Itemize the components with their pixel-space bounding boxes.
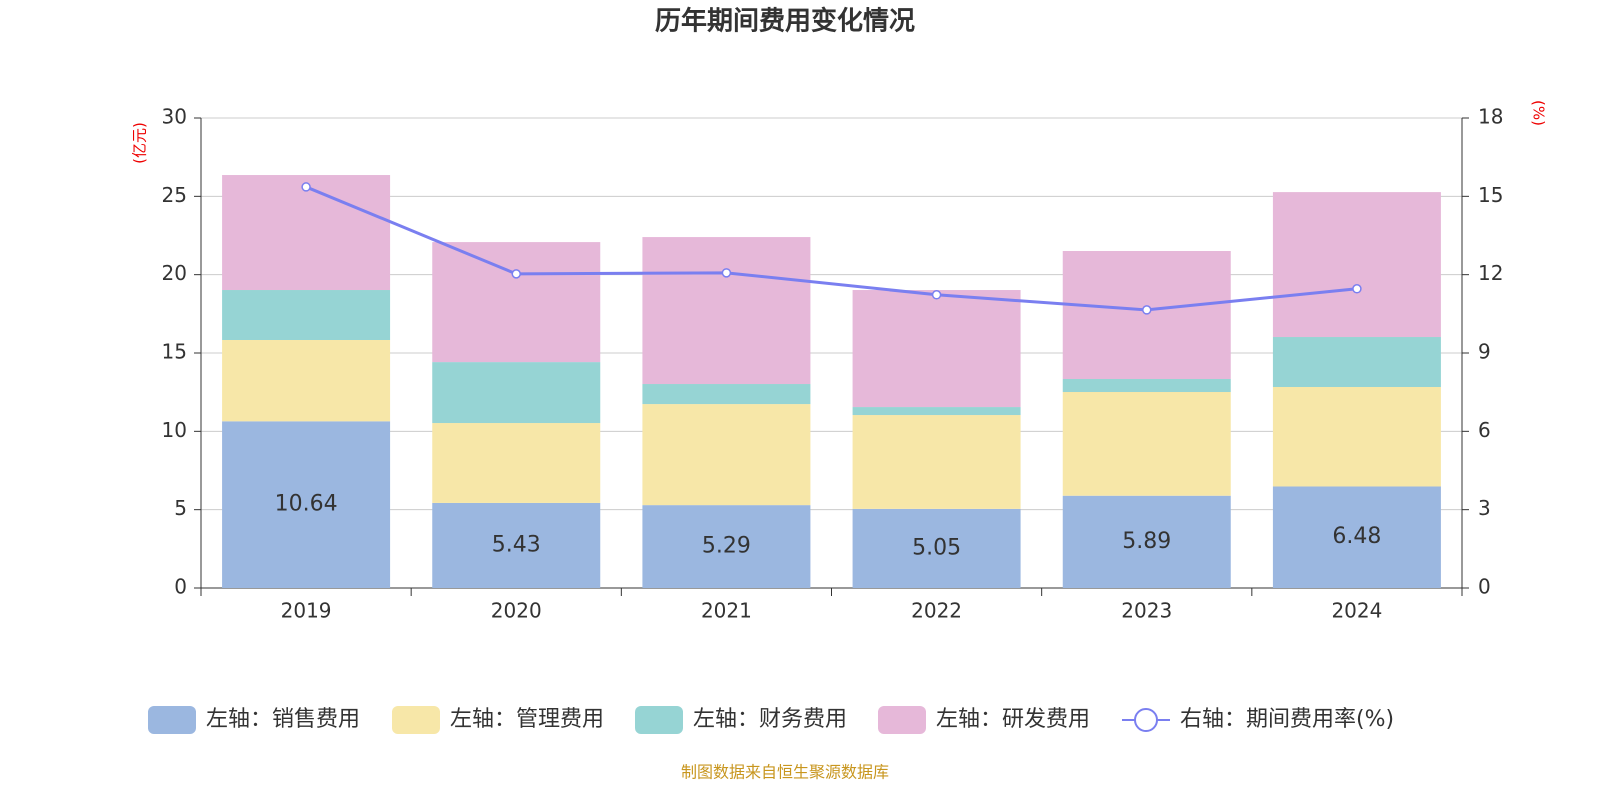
y-tick-label: 5: [174, 496, 187, 520]
legend-label: 左轴：管理费用: [450, 707, 604, 732]
bar: [222, 339, 391, 422]
bar: [432, 502, 601, 588]
bar: [222, 421, 391, 588]
bar: [1062, 392, 1231, 496]
x-tick-label: 2019: [281, 599, 332, 623]
legend-swatch: [148, 706, 196, 734]
legend-swatch: [635, 706, 683, 734]
bar: [432, 242, 601, 363]
y2-tick-label: 0: [1478, 575, 1491, 599]
bar: [222, 290, 391, 340]
y2-tick-label: 18: [1478, 105, 1503, 129]
y-tick-label: 10: [162, 418, 187, 442]
line-point: [1352, 284, 1362, 294]
data-label: 5.43: [492, 532, 541, 557]
x-tick-label: 2022: [911, 599, 962, 623]
data-label: 5.29: [702, 534, 751, 559]
line-point: [931, 290, 942, 300]
y2-tick-label: 12: [1478, 261, 1503, 285]
bar: [1272, 386, 1441, 487]
y-tick-label: 20: [162, 261, 187, 285]
legend-label: 左轴：销售费用: [206, 707, 360, 732]
y2-tick-label: 6: [1478, 418, 1491, 442]
bar: [642, 237, 811, 385]
legend-label: 右轴：期间费用率(%): [1180, 707, 1394, 732]
bar: [852, 508, 1021, 588]
bar: [1062, 251, 1231, 380]
legend-marker: [1134, 708, 1158, 732]
line-point: [511, 269, 521, 279]
x-tick-label: 2021: [701, 599, 752, 623]
y-tick-label: 30: [162, 105, 187, 129]
y-tick-label: 15: [162, 340, 187, 364]
bar: [1272, 192, 1441, 338]
bar: [432, 362, 601, 424]
legend-swatch: [392, 706, 440, 734]
line-point: [721, 268, 732, 278]
bar: [642, 404, 811, 506]
bar: [642, 505, 811, 588]
y2-tick-label: 9: [1478, 340, 1491, 364]
bar: [852, 415, 1021, 509]
bar: [852, 290, 1021, 408]
bar: [1062, 379, 1231, 393]
bar: [222, 175, 391, 291]
data-label: 5.89: [1122, 529, 1171, 554]
data-label: 6.48: [1332, 524, 1381, 549]
y2-tick-label: 15: [1478, 183, 1503, 207]
bar: [1272, 486, 1441, 588]
data-label: 10.64: [275, 492, 338, 517]
y-axis-label: (亿元): [131, 122, 149, 164]
x-tick-label: 2023: [1121, 599, 1172, 623]
bar: [1272, 337, 1441, 387]
bar: [1062, 495, 1231, 588]
y2-tick-label: 3: [1478, 496, 1491, 520]
bar: [852, 407, 1021, 416]
data-label: 5.05: [912, 535, 961, 560]
y-tick-label: 25: [162, 183, 187, 207]
line-point: [301, 182, 311, 192]
line-point: [1142, 305, 1152, 315]
bar: [432, 423, 601, 503]
y-tick-label: 0: [174, 575, 187, 599]
y2-axis-label: (%): [1530, 100, 1548, 126]
x-tick-label: 2020: [491, 599, 542, 623]
bar: [642, 384, 811, 405]
legend-swatch: [878, 706, 926, 734]
chart-title: 历年期间费用变化情况: [655, 6, 915, 37]
legend-label: 左轴：财务费用: [693, 707, 847, 732]
line: [305, 185, 1358, 312]
legend-label: 左轴：研发费用: [936, 707, 1090, 732]
source-note: 制图数据来自恒生聚源数据库: [681, 763, 889, 782]
x-tick-label: 2024: [1331, 599, 1382, 623]
